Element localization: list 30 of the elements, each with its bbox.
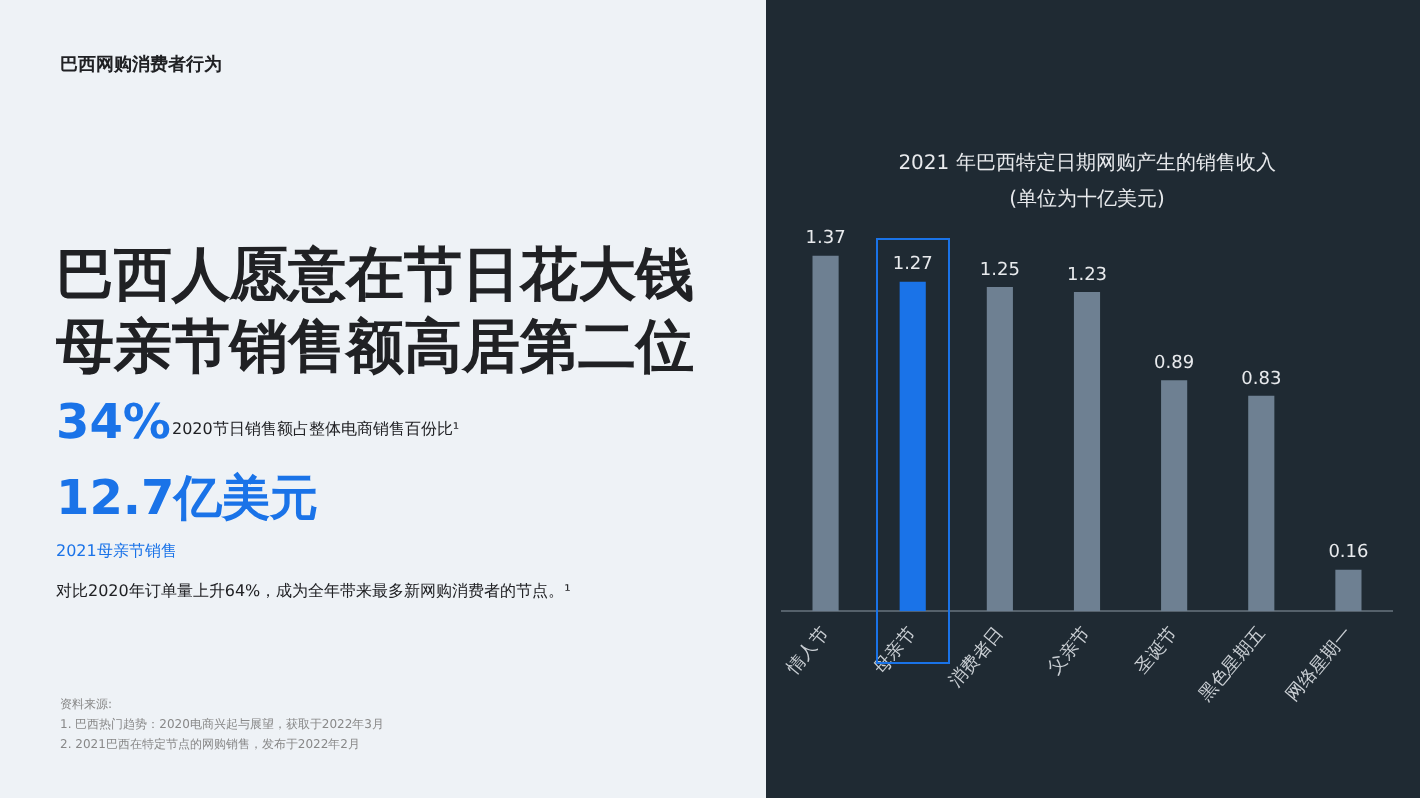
bar [986,286,1013,612]
text: 2020节日销售额占整体电商销售百份比¹ [172,418,460,440]
data-label: 0.83 [1241,369,1282,390]
text: 12.7亿美元 [56,468,319,530]
text: 母亲节销售额高居第二位 [56,310,694,384]
text: 2021母亲节销售 [56,540,177,562]
data-label: 1.27 [892,255,933,276]
x-tick-label: 消费者日 [945,623,1007,692]
text: 巴西人愿意在节日花大钱 [56,240,694,308]
text: 34% [56,394,171,450]
x-tick-label: 网络星期一 [1282,623,1356,705]
text: 巴西网购消费者行为 [60,52,222,78]
chart-title: 2021 年巴西特定日期网购产生的销售收入 [898,151,1276,176]
chart-subtitle: (单位为十亿美元) [1009,187,1165,212]
bar [1335,569,1362,612]
x-tick-label: 情人节 [781,623,833,679]
data-label: 1.25 [979,260,1020,281]
bar [899,281,926,612]
data-label: 1.37 [805,229,846,250]
bar [812,255,839,612]
x-tick-label: 圣诞节 [1130,623,1182,678]
bar [1073,292,1101,612]
data-label: 0.89 [1154,353,1195,374]
bar [1161,380,1188,612]
data-label: 0.16 [1328,543,1370,564]
x-tick-label: 父亲节 [1043,623,1094,678]
text: 对比2020年订单量上升64%，成为全年带来最多新网购消费者的节点。¹ [56,580,571,602]
bar [1248,395,1275,612]
data-label: 1.23 [1066,265,1108,286]
x-tick-label: 黑色星期五 [1194,623,1269,705]
